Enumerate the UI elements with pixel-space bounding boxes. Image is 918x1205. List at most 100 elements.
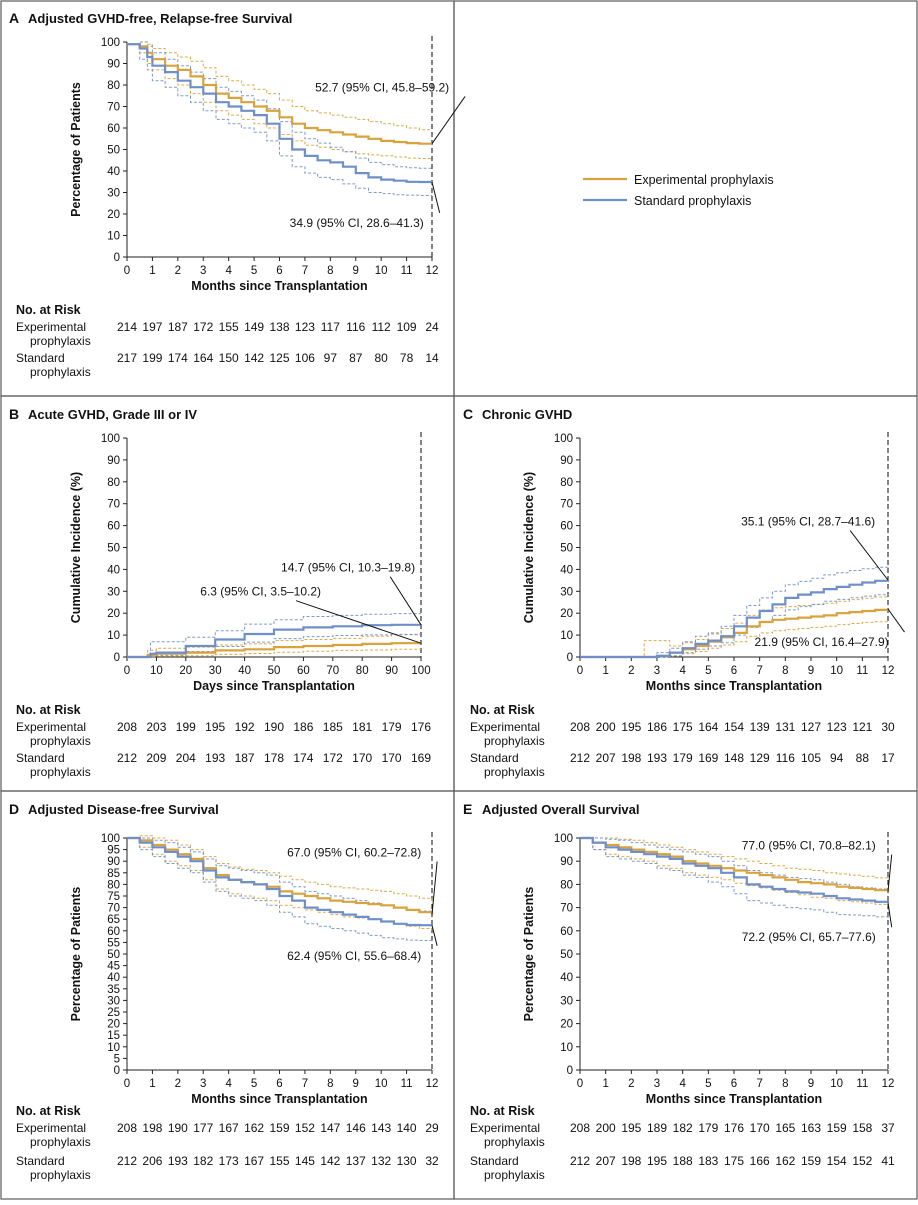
risk-row-label-standard-2: prophylaxis [484, 1168, 545, 1182]
y-tick-label: 80 [560, 879, 573, 891]
panel-title: Adjusted Overall Survival [482, 802, 640, 817]
x-tick-label: 6 [731, 1078, 737, 1090]
risk-value-standard: 193 [168, 1154, 188, 1168]
x-tick-label: 11 [401, 1078, 413, 1090]
series-experimental-ci-lower [127, 648, 421, 658]
x-tick-label: 90 [385, 665, 398, 677]
y-axis-label: Cumulative Incidence (%) [69, 472, 83, 623]
y-tick-label: 70 [560, 903, 573, 915]
risk-value-standard: 137 [346, 1154, 366, 1168]
risk-row-label-standard-2: prophylaxis [30, 765, 91, 779]
risk-row-label-experimental: Experimental [470, 720, 540, 734]
risk-value-experimental: 30 [881, 720, 895, 734]
risk-value-standard: 183 [698, 1154, 718, 1168]
annotation-leader-experimental [887, 608, 905, 633]
risk-table-header: No. at Risk [470, 703, 535, 717]
y-axis-label: Percentage of Patients [522, 887, 536, 1022]
y-axis-label: Percentage of Patients [69, 887, 83, 1022]
annotation-experimental: 77.0 (95% CI, 70.8–82.1) [742, 839, 876, 853]
risk-value-experimental: 140 [397, 1121, 417, 1135]
risk-row-label-experimental-2: prophylaxis [30, 1135, 91, 1149]
x-tick-label: 7 [756, 1078, 762, 1090]
y-tick-label: 45 [107, 961, 120, 973]
y-tick-label: 10 [560, 1042, 573, 1054]
y-tick-label: 60 [107, 521, 120, 533]
y-tick-label: 100 [554, 833, 573, 845]
risk-value-standard: 182 [193, 1154, 213, 1168]
risk-value-standard: 155 [269, 1154, 289, 1168]
y-tick-label: 55 [107, 937, 120, 949]
x-tick-label: 5 [705, 665, 711, 677]
risk-value-experimental: 139 [750, 720, 770, 734]
y-tick-label: 70 [107, 102, 120, 114]
y-tick-label: 70 [560, 499, 573, 511]
panel-title: Adjusted Disease-free Survival [28, 802, 219, 817]
y-tick-label: 85 [107, 868, 120, 880]
x-tick-label: 60 [297, 665, 310, 677]
x-tick-label: 3 [200, 265, 206, 277]
x-tick-label: 12 [426, 265, 439, 277]
risk-value-experimental: 182 [673, 1121, 693, 1135]
risk-value-experimental: 147 [320, 1121, 340, 1135]
x-tick-label: 3 [654, 1078, 660, 1090]
x-axis-label: Months since Transplantation [191, 279, 367, 293]
risk-table-header: No. at Risk [16, 1104, 81, 1118]
risk-value-experimental: 177 [193, 1121, 213, 1135]
risk-value-standard: 129 [750, 751, 770, 765]
risk-value-experimental: 186 [647, 720, 667, 734]
y-tick-label: 80 [107, 80, 120, 92]
x-tick-label: 8 [327, 265, 333, 277]
x-tick-label: 6 [276, 265, 282, 277]
series-experimental-ci-lower [127, 43, 432, 159]
risk-value-standard: 207 [596, 1154, 616, 1168]
x-tick-label: 11 [856, 665, 868, 677]
risk-value-experimental: 172 [193, 320, 213, 334]
y-tick-label: 20 [560, 1019, 573, 1031]
risk-value-experimental: 195 [621, 1121, 641, 1135]
risk-value-experimental: 159 [827, 1121, 847, 1135]
y-tick-label: 90 [560, 455, 573, 467]
annotation-leader-standard [431, 181, 441, 214]
risk-value-experimental: 197 [142, 320, 162, 334]
risk-value-standard: 169 [411, 751, 431, 765]
x-tick-label: 9 [353, 265, 359, 277]
x-tick-label: 9 [808, 1078, 814, 1090]
y-tick-label: 20 [560, 608, 573, 620]
x-tick-label: 100 [411, 665, 430, 677]
y-tick-label: 20 [107, 1019, 120, 1031]
annotation-leader-experimental [295, 600, 422, 644]
y-tick-label: 65 [107, 914, 120, 926]
risk-value-standard: 195 [647, 1154, 667, 1168]
risk-row-label-experimental-2: prophylaxis [484, 734, 545, 748]
x-tick-label: 12 [882, 665, 895, 677]
x-tick-label: 1 [149, 265, 155, 277]
y-tick-label: 20 [107, 209, 120, 221]
annotation-standard: 34.9 (95% CI, 28.6–41.3) [290, 216, 424, 230]
risk-value-standard: 174 [168, 351, 188, 365]
y-tick-label: 90 [107, 455, 120, 467]
series-experimental-ci-lower [580, 621, 889, 658]
y-tick-label: 30 [107, 188, 120, 200]
risk-value-experimental: 176 [724, 1121, 744, 1135]
y-tick-label: 40 [560, 564, 573, 576]
x-tick-label: 1 [602, 1078, 608, 1090]
annotation-leader-experimental [431, 96, 466, 144]
risk-value-standard: 142 [320, 1154, 340, 1168]
risk-row-label-standard-2: prophylaxis [30, 365, 91, 379]
risk-value-experimental: 123 [295, 320, 315, 334]
y-tick-label: 90 [560, 856, 573, 868]
series-standard-ci-lower [127, 43, 432, 196]
legend-experimental-label: Experimental prophylaxis [634, 173, 774, 187]
risk-value-experimental: 158 [852, 1121, 872, 1135]
risk-value-experimental: 163 [801, 1121, 821, 1135]
annotation-experimental: 6.3 (95% CI, 3.5–10.2) [200, 585, 321, 599]
risk-value-standard: 212 [570, 751, 590, 765]
risk-value-experimental: 164 [698, 720, 718, 734]
risk-value-standard: 169 [698, 751, 718, 765]
annotation-experimental: 67.0 (95% CI, 60.2–72.8) [287, 846, 421, 860]
y-tick-label: 60 [560, 521, 573, 533]
panel-letter: A [9, 10, 19, 26]
y-tick-label: 25 [107, 1007, 120, 1019]
risk-value-experimental: 165 [775, 1121, 795, 1135]
risk-row-label-experimental: Experimental [16, 1121, 86, 1135]
